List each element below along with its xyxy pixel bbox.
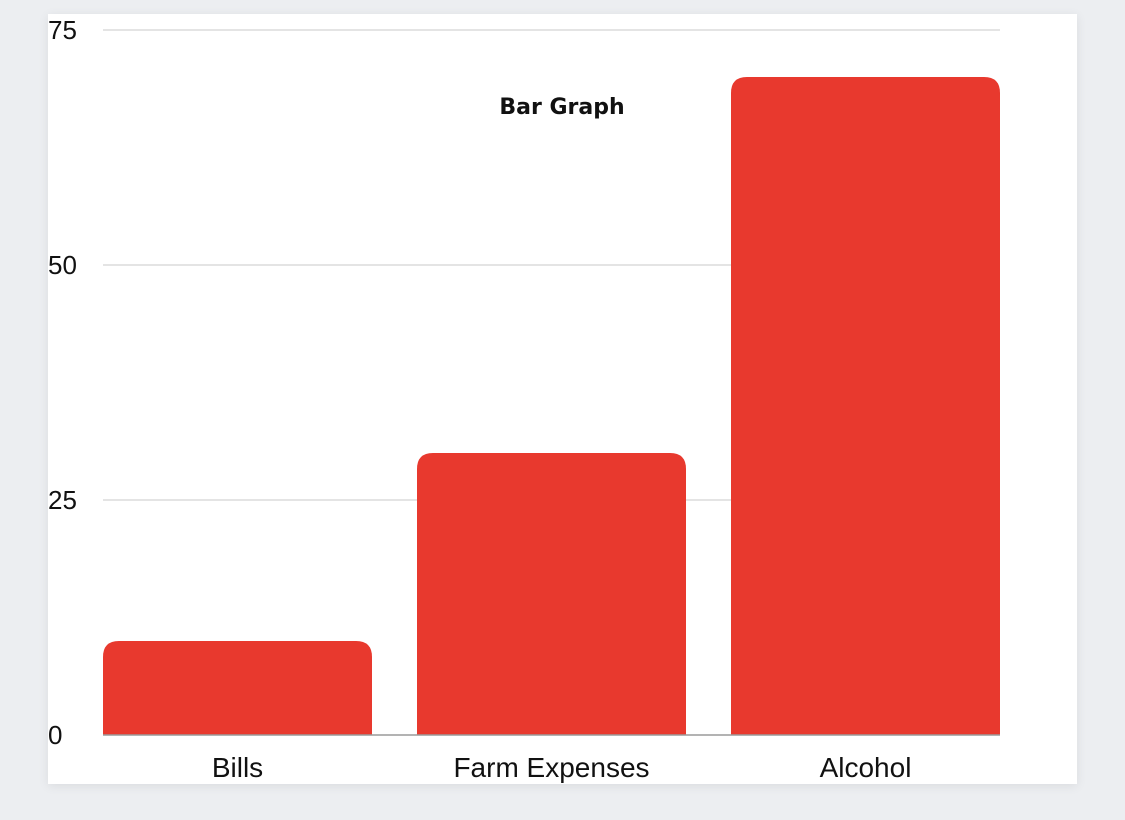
bar-farm-expenses (417, 453, 686, 735)
bars (103, 77, 1000, 735)
x-category-label: Bills (212, 752, 263, 783)
y-tick-label: 50 (48, 250, 77, 280)
y-tick-label: 25 (48, 485, 77, 515)
y-tick-label: 0 (48, 720, 62, 750)
x-category-label: Alcohol (820, 752, 912, 783)
chart-title: Bar Graph (499, 95, 624, 120)
bar-bills (103, 641, 372, 735)
x-category-label: Farm Expenses (453, 752, 649, 783)
axes: 0 25 50 75 Bills Farm Expenses Alcohol (48, 15, 1000, 783)
bar-alcohol (731, 77, 1000, 735)
y-tick-label: 75 (48, 15, 77, 45)
